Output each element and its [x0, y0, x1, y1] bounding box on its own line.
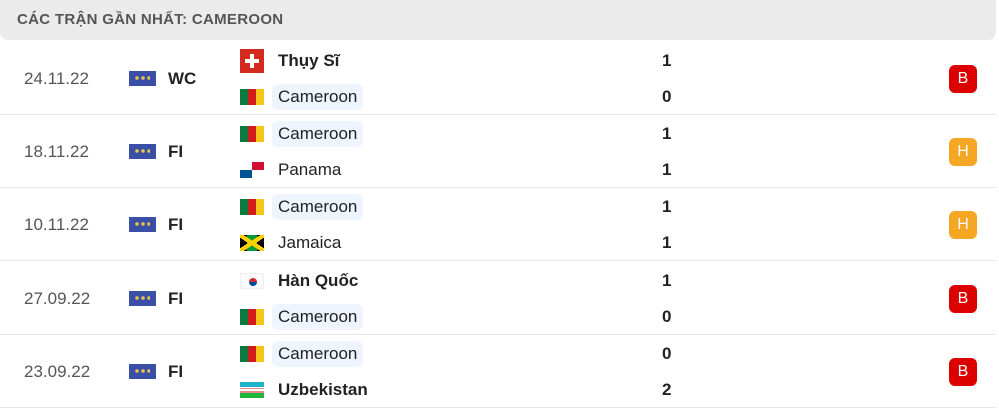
team-away: Uzbekistan: [240, 377, 374, 403]
cameroon-flag-icon: [240, 308, 264, 325]
cameroon-flag-icon: [240, 199, 264, 216]
score-away: 1: [662, 233, 672, 253]
team-name: Cameroon: [272, 121, 364, 148]
result-badge: H: [949, 138, 977, 167]
team-away: Cameroon: [240, 303, 364, 330]
team-away: Cameroon: [240, 84, 364, 110]
team-home: Thụy Sĩ: [240, 48, 345, 74]
team-name: Panama: [278, 160, 342, 180]
competition-world-icon: [129, 71, 156, 86]
uzbekistan-flag-icon: [240, 381, 264, 398]
switzerland-flag-icon: [240, 49, 264, 73]
score-away: 1: [662, 160, 672, 180]
result-badge: H: [949, 211, 977, 240]
score-away: 2: [662, 379, 672, 399]
team-name: Cameroon: [272, 194, 364, 221]
competition-label: FI: [168, 288, 184, 308]
team-name: Cameroon: [272, 303, 364, 330]
team-name: Cameroon: [272, 84, 364, 110]
match-date: 24.11.22: [24, 69, 89, 88]
section-header: CÁC TRẬN GẦN NHẤT: CAMEROON: [0, 0, 996, 40]
cameroon-flag-icon: [240, 345, 264, 362]
match-date: 27.09.22: [24, 288, 91, 308]
team-home: Cameroon: [240, 340, 364, 367]
competition-label: WC: [168, 69, 197, 88]
cameroon-flag-icon: [240, 89, 264, 105]
match-row[interactable]: 18.11.22 FI Cameroon 1 Panama 1 H: [0, 115, 996, 189]
competition-world-icon: [129, 363, 156, 379]
team-home: Cameroon: [240, 121, 364, 148]
match-date: 18.11.22: [24, 142, 89, 162]
score-home: 1: [662, 51, 672, 70]
result-badge: B: [949, 65, 977, 93]
score-home: 1: [662, 270, 672, 290]
match-row[interactable]: 10.11.22 FI Cameroon 1 Jamaica 1 H: [0, 188, 996, 262]
competition-world-icon: [129, 217, 156, 233]
south-korea-flag-icon: [240, 272, 264, 289]
score-away: 0: [662, 306, 672, 326]
team-home: Hàn Quốc: [240, 268, 364, 294]
jamaica-flag-icon: [240, 235, 264, 252]
panama-flag-icon: [240, 162, 264, 179]
team-away: Jamaica: [240, 230, 347, 256]
team-away: Panama: [240, 157, 347, 183]
team-name: Uzbekistan: [278, 379, 368, 399]
team-name: Thụy Sĩ: [278, 51, 340, 70]
match-row[interactable]: 27.09.22 FI Hàn Quốc 1 Cameroon 0 B: [0, 262, 996, 335]
match-row[interactable]: 24.11.22 WC Thụy Sĩ 1 Cameroon 0 B: [0, 42, 996, 115]
score-home: 1: [662, 124, 672, 144]
team-home: Cameroon: [240, 194, 364, 221]
competition-world-icon: [129, 144, 156, 160]
competition-label: FI: [168, 361, 184, 381]
team-name: Cameroon: [272, 340, 364, 367]
score-home: 1: [662, 197, 672, 217]
competition-label: FI: [168, 215, 184, 235]
team-name: Hàn Quốc: [278, 270, 359, 290]
competition-label: FI: [168, 142, 184, 162]
result-badge: B: [949, 357, 977, 386]
team-name: Jamaica: [278, 233, 342, 253]
cameroon-flag-icon: [240, 126, 264, 143]
match-date: 23.09.22: [24, 361, 91, 381]
match-date: 10.11.22: [24, 215, 89, 235]
result-badge: B: [949, 284, 977, 313]
match-row[interactable]: 23.09.22 FI Cameroon 0 Uzbekistan 2 B: [0, 335, 996, 408]
competition-world-icon: [129, 290, 156, 306]
score-away: 0: [662, 87, 672, 106]
score-home: 0: [662, 343, 672, 363]
